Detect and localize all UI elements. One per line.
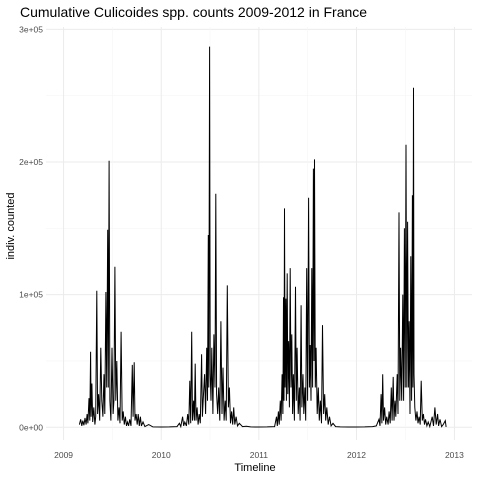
y-tick-label: 2e+05 bbox=[19, 157, 43, 167]
tick-labels: 0e+00 1e+05 2e+05 3e+05 2009 2010 2011 2012 2013 bbox=[19, 24, 464, 460]
x-axis-label: Timeline bbox=[234, 462, 276, 474]
x-tick-label: 2012 bbox=[347, 450, 366, 460]
x-tick-label: 2011 bbox=[250, 450, 269, 460]
series-group bbox=[78, 46, 447, 429]
y-tick-label: 3e+05 bbox=[19, 24, 43, 34]
y-axis-label: indiv. counted bbox=[5, 192, 17, 260]
series-line bbox=[78, 46, 447, 429]
y-tick-label: 1e+05 bbox=[19, 290, 43, 300]
chart-title: Cumulative Culicoides spp. counts 2009-2… bbox=[20, 4, 368, 20]
x-tick-label: 2010 bbox=[152, 450, 171, 460]
x-tick-label: 2013 bbox=[445, 450, 464, 460]
y-tick-label: 0e+00 bbox=[19, 422, 43, 432]
x-tick-label: 2009 bbox=[54, 450, 73, 460]
